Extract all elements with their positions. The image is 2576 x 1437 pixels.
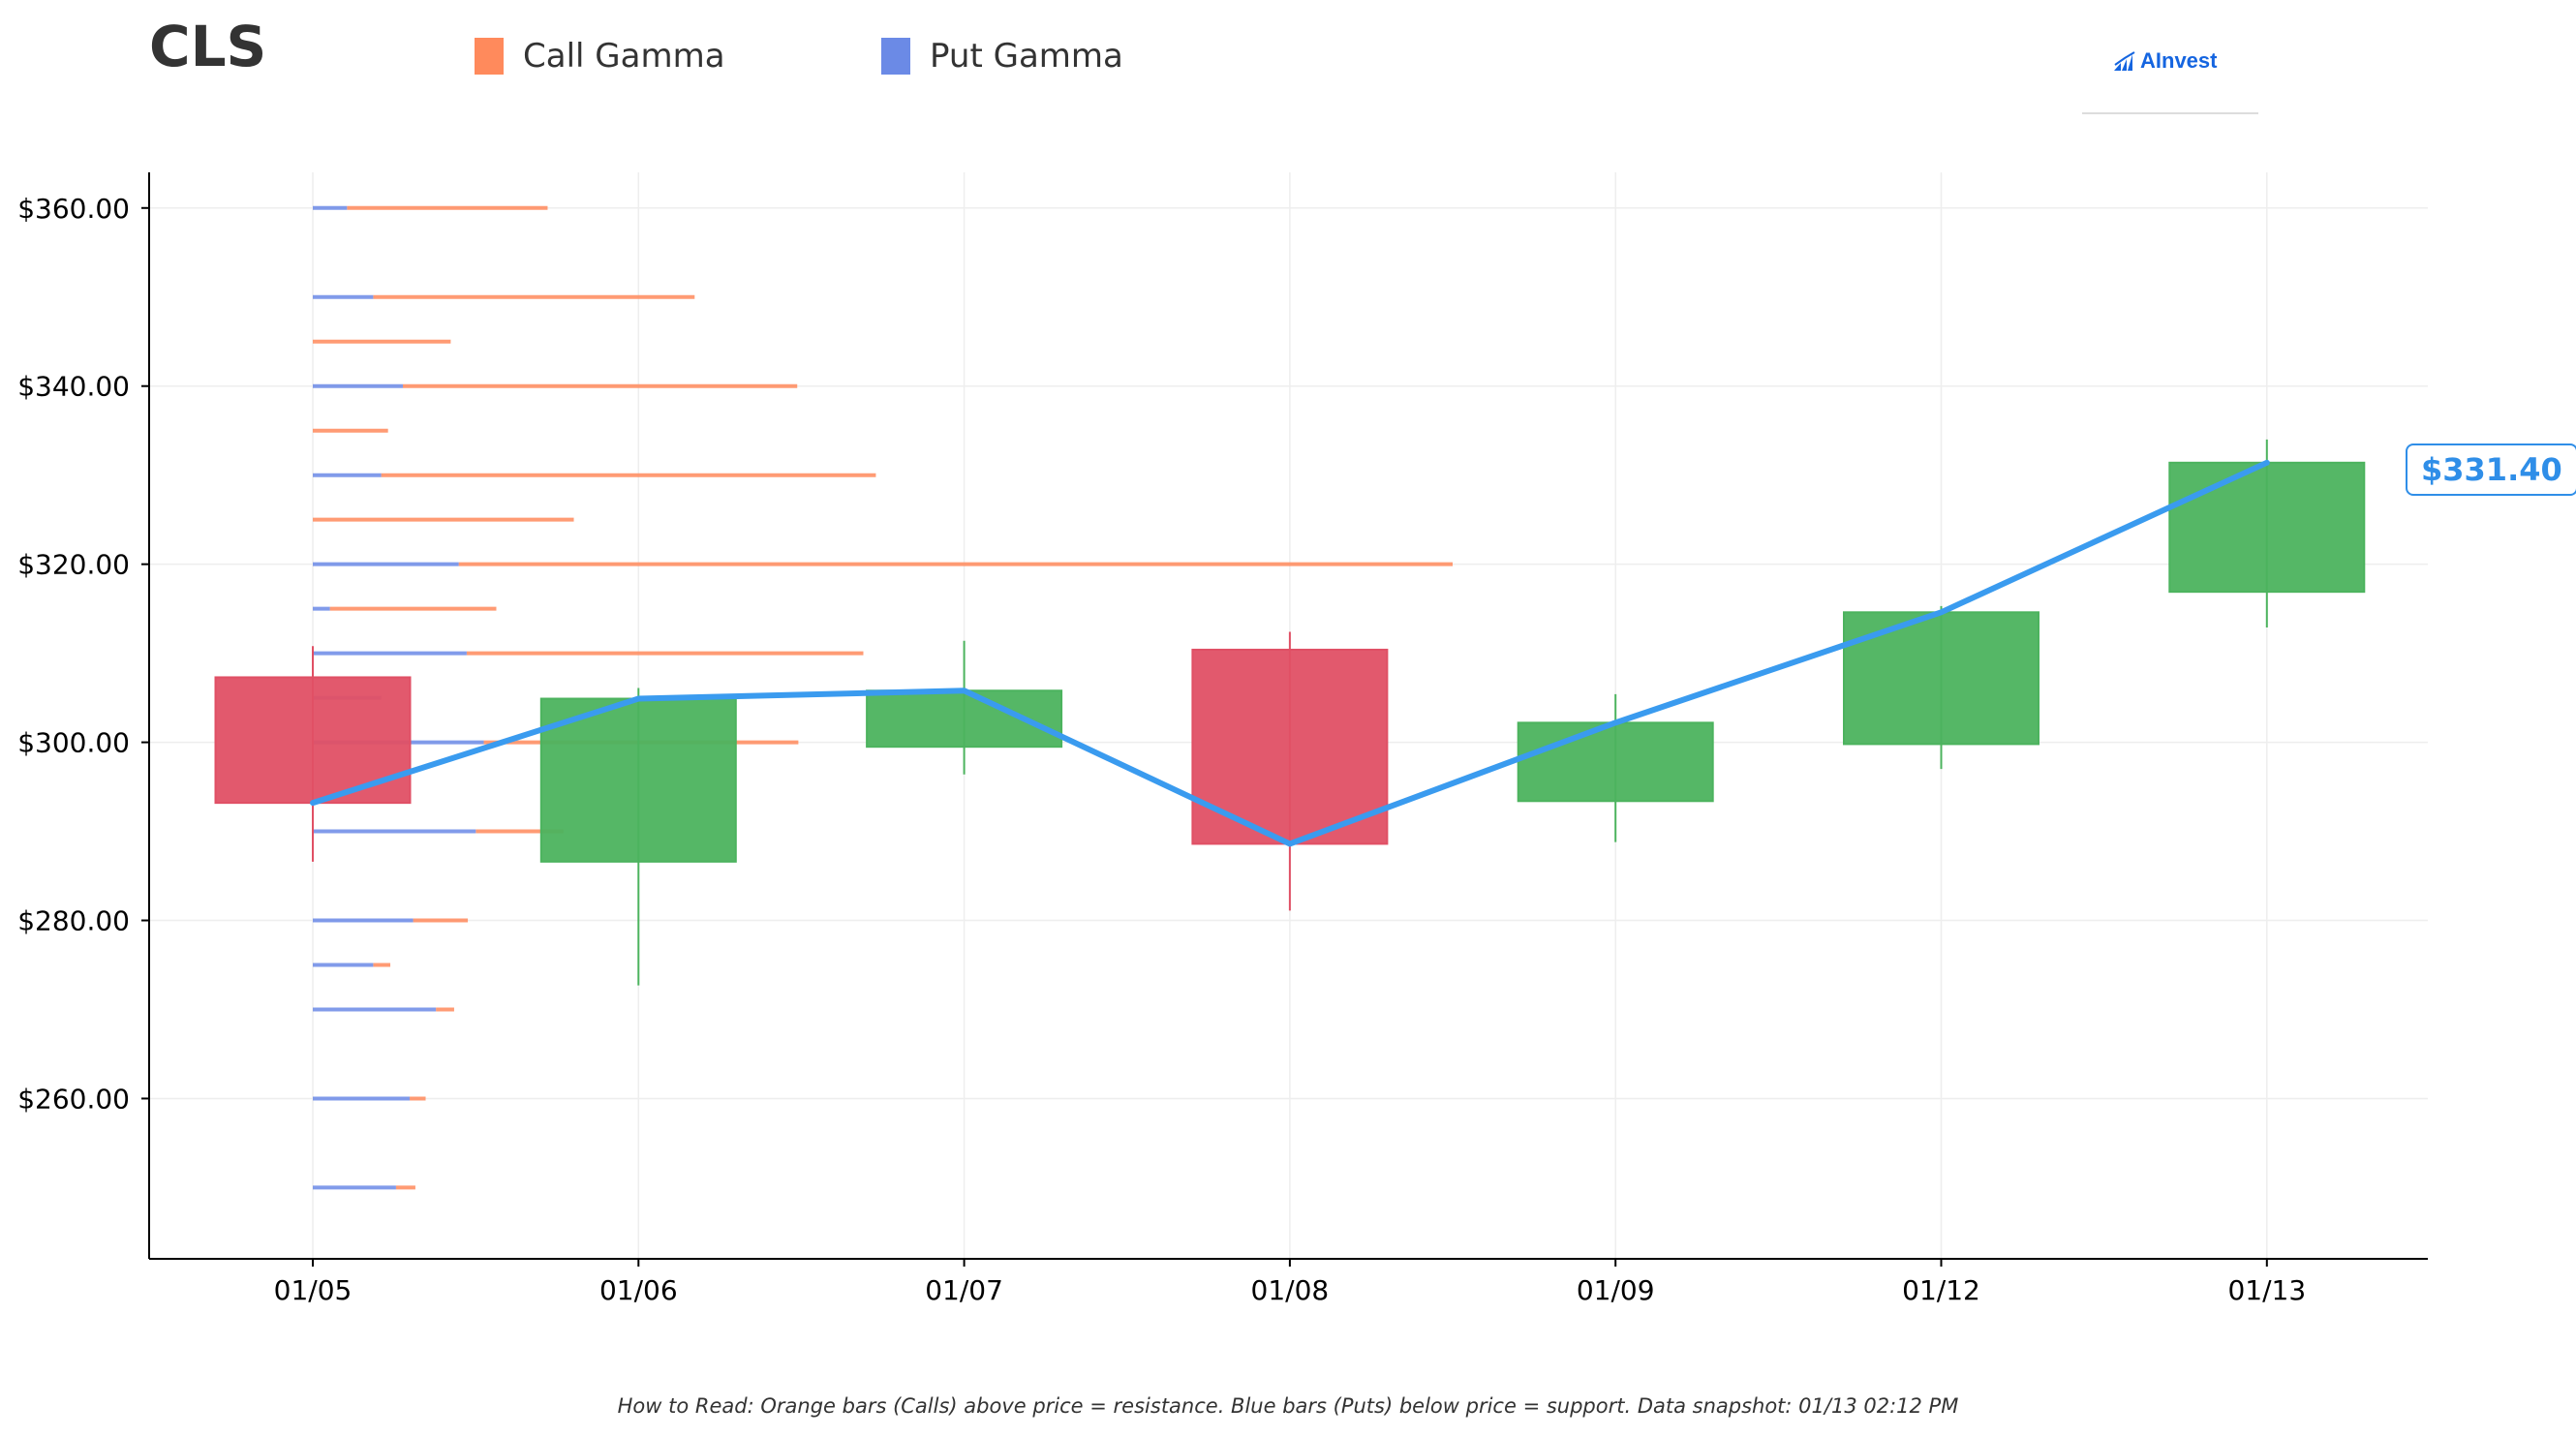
close-price-line — [310, 459, 2270, 847]
put-gamma-swatch — [881, 38, 910, 75]
price-line-layer — [310, 459, 2270, 847]
gamma-bars-layer — [313, 205, 1453, 1190]
ticker-title: CLS — [149, 14, 267, 79]
candle-body-5 — [1843, 611, 2039, 746]
x-tick-label-5: 01/12 — [1902, 1274, 1980, 1306]
ainvest-mark-icon — [2114, 51, 2135, 71]
axes-layer: $260.00 $280.00 $300.00 $320.00 $340.00 $360.… — [17, 172, 2428, 1306]
legend-call-gamma: Call Gamma — [475, 35, 725, 77]
last-price-badge: $331.40 — [2406, 443, 2576, 496]
candles-layer — [214, 439, 2366, 986]
y-tick-label-2: $300.00 — [17, 727, 130, 759]
call-gamma-swatch — [475, 38, 504, 75]
y-tick-label-3: $320.00 — [17, 549, 130, 581]
legend-put-gamma: Put Gamma — [881, 35, 1123, 77]
x-tick-label-1: 01/06 — [599, 1274, 678, 1306]
candle-body-4 — [1517, 721, 1714, 803]
legend-call-label: Call Gamma — [523, 37, 725, 76]
ainvest-logo: AInvest — [2113, 48, 2217, 74]
how-to-read-note: How to Read: Orange bars (Calls) above p… — [617, 1394, 1959, 1418]
brand-name: AInvest — [2140, 48, 2218, 73]
candle-body-0 — [214, 676, 412, 805]
candle-body-6 — [2168, 461, 2366, 594]
candle-body-2 — [866, 689, 1063, 749]
x-tick-label-3: 01/08 — [1251, 1274, 1330, 1306]
x-tick-label-2: 01/07 — [925, 1274, 1003, 1306]
y-tick-label-1: $280.00 — [17, 905, 130, 937]
y-tick-label-4: $340.00 — [17, 371, 130, 403]
candle-body-1 — [539, 697, 737, 863]
x-tick-label-0: 01/05 — [274, 1274, 353, 1306]
x-tick-label-4: 01/09 — [1577, 1274, 1655, 1306]
brand-logo: AInvest — [2082, 39, 2258, 114]
y-tick-label-0: $260.00 — [17, 1083, 130, 1115]
legend-put-label: Put Gamma — [930, 37, 1123, 76]
y-tick-label-5: $360.00 — [17, 193, 130, 225]
x-tick-label-6: 01/13 — [2227, 1274, 2306, 1306]
